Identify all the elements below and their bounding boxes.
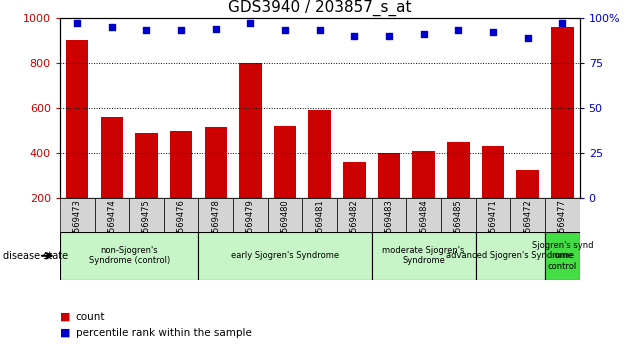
Bar — [66, 40, 88, 244]
Point — [176, 28, 186, 33]
Bar — [101, 117, 123, 244]
Bar — [406, 198, 441, 232]
Bar — [551, 27, 573, 244]
Bar — [164, 198, 198, 232]
Bar — [129, 198, 164, 232]
Bar — [517, 170, 539, 244]
Text: GSM569484: GSM569484 — [419, 199, 428, 250]
Point — [453, 28, 463, 33]
Bar — [60, 232, 198, 280]
Bar — [378, 153, 400, 244]
Bar — [198, 198, 233, 232]
Bar — [372, 198, 406, 232]
Text: GSM569481: GSM569481 — [315, 199, 324, 250]
Bar — [233, 198, 268, 232]
Bar — [205, 127, 227, 244]
Text: GSM569472: GSM569472 — [523, 199, 532, 250]
Bar — [413, 151, 435, 244]
Text: non-Sjogren's
Syndrome (control): non-Sjogren's Syndrome (control) — [89, 246, 169, 266]
Point — [210, 26, 220, 32]
Bar — [441, 198, 476, 232]
Text: GSM569471: GSM569471 — [488, 199, 498, 250]
Bar — [60, 198, 94, 232]
Text: GSM569478: GSM569478 — [211, 199, 220, 250]
Text: count: count — [76, 312, 105, 322]
Point — [72, 20, 82, 26]
Bar — [476, 198, 510, 232]
Bar — [309, 110, 331, 244]
Point — [557, 20, 567, 26]
Bar — [482, 146, 504, 244]
Point — [349, 33, 359, 39]
Bar — [94, 198, 129, 232]
Bar — [545, 198, 580, 232]
Bar — [274, 126, 296, 244]
Bar — [198, 232, 372, 280]
Point — [488, 29, 498, 35]
Text: ■: ■ — [60, 312, 71, 322]
Point — [141, 28, 151, 33]
Title: GDS3940 / 203857_s_at: GDS3940 / 203857_s_at — [228, 0, 411, 16]
Text: GSM569476: GSM569476 — [176, 199, 186, 250]
Point — [280, 28, 290, 33]
Bar — [135, 133, 158, 244]
Bar — [447, 142, 469, 244]
Text: disease state: disease state — [3, 251, 68, 261]
Point — [314, 28, 325, 33]
Bar — [545, 232, 580, 280]
Text: Sjogren's synd
rome
control: Sjogren's synd rome control — [532, 241, 593, 271]
Bar — [476, 232, 545, 280]
Text: GSM569477: GSM569477 — [558, 199, 567, 250]
Bar — [510, 198, 545, 232]
Text: GSM569475: GSM569475 — [142, 199, 151, 250]
Text: GSM569482: GSM569482 — [350, 199, 359, 250]
Text: GSM569474: GSM569474 — [107, 199, 117, 250]
Text: GSM569485: GSM569485 — [454, 199, 463, 250]
Text: GSM569479: GSM569479 — [246, 199, 255, 250]
Bar — [170, 131, 192, 244]
Text: moderate Sjogren's
Syndrome: moderate Sjogren's Syndrome — [382, 246, 465, 266]
Text: percentile rank within the sample: percentile rank within the sample — [76, 328, 251, 338]
Bar — [337, 198, 372, 232]
Bar — [239, 63, 261, 244]
Text: GSM569480: GSM569480 — [280, 199, 290, 250]
Bar — [372, 232, 476, 280]
Point — [418, 31, 428, 37]
Point — [384, 33, 394, 39]
Bar — [343, 162, 365, 244]
Bar — [302, 198, 337, 232]
Point — [522, 35, 532, 40]
Text: GSM569483: GSM569483 — [384, 199, 394, 250]
Text: early Sjogren's Syndrome: early Sjogren's Syndrome — [231, 251, 339, 260]
Bar — [268, 198, 302, 232]
Point — [245, 20, 255, 26]
Point — [106, 24, 117, 29]
Text: ■: ■ — [60, 328, 71, 338]
Text: GSM569473: GSM569473 — [72, 199, 82, 250]
Text: advanced Sjogren's Syndrome: advanced Sjogren's Syndrome — [446, 251, 575, 260]
